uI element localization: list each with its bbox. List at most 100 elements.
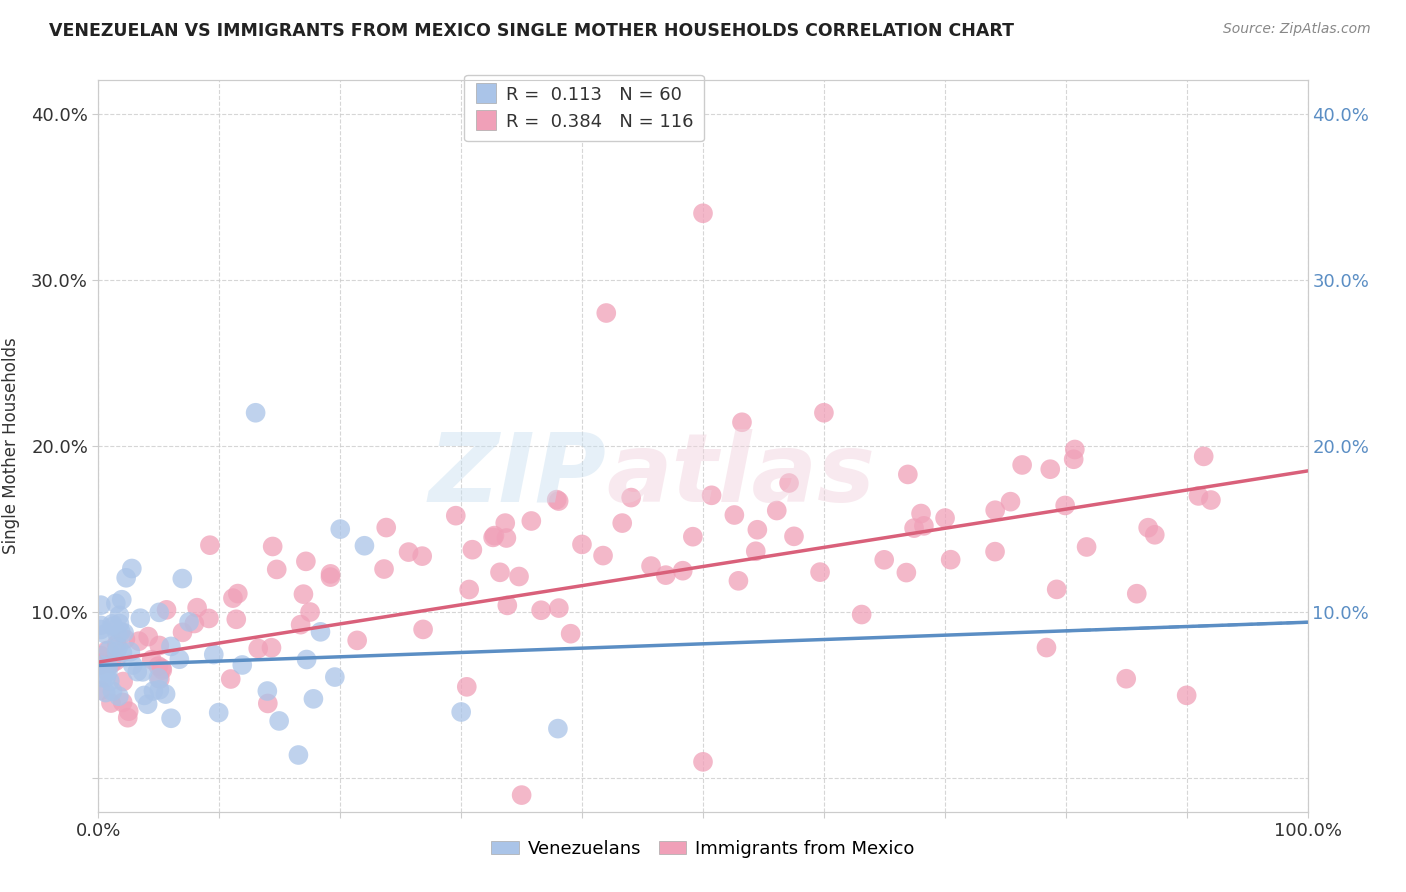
Point [269, 714, 291, 728]
Point [111, 695, 134, 709]
Point [353, 539, 375, 553]
Point [783, 529, 806, 543]
Point [299, 605, 322, 619]
Point [172, 572, 194, 586]
Point [808, 565, 831, 579]
Point [510, 788, 533, 802]
Point [620, 491, 643, 505]
Point [110, 624, 132, 639]
Point [105, 644, 128, 658]
Point [169, 652, 191, 666]
Point [412, 623, 434, 637]
Point [1063, 452, 1085, 467]
Point [160, 711, 183, 725]
Point [1000, 494, 1022, 508]
Point [723, 508, 745, 522]
Point [411, 549, 433, 563]
Point [295, 652, 318, 666]
Point [484, 528, 506, 542]
Point [136, 698, 159, 712]
Point [456, 680, 478, 694]
Point [873, 553, 896, 567]
Point [97, 659, 120, 673]
Point [1192, 450, 1215, 464]
Point [186, 600, 208, 615]
Point [115, 571, 138, 585]
Point [373, 562, 395, 576]
Point [444, 508, 467, 523]
Y-axis label: Single Mother Households: Single Mother Households [1, 338, 20, 554]
Point [155, 603, 177, 617]
Point [121, 561, 143, 575]
Point [508, 569, 530, 583]
Point [136, 630, 159, 644]
Point [346, 633, 368, 648]
Point [1039, 462, 1062, 476]
Point [612, 516, 634, 530]
Point [141, 652, 163, 666]
Point [148, 659, 170, 673]
Point [148, 671, 170, 685]
Point [287, 747, 309, 762]
Point [934, 511, 956, 525]
Point [222, 591, 245, 606]
Point [91, 657, 114, 671]
Point [672, 564, 695, 578]
Point [114, 632, 136, 647]
Point [292, 587, 315, 601]
Point [121, 658, 143, 673]
Point [560, 626, 582, 640]
Point [226, 586, 249, 600]
Point [727, 574, 749, 588]
Text: ZIP: ZIP [429, 429, 606, 522]
Point [1143, 528, 1166, 542]
Point [595, 306, 617, 320]
Point [112, 625, 135, 640]
Point [1054, 499, 1077, 513]
Point [150, 663, 173, 677]
Point [104, 596, 127, 610]
Point [984, 503, 1007, 517]
Text: Source: ZipAtlas.com: Source: ZipAtlas.com [1223, 22, 1371, 37]
Point [655, 568, 678, 582]
Point [108, 608, 131, 623]
Text: atlas: atlas [606, 429, 876, 522]
Point [111, 646, 134, 660]
Point [208, 706, 231, 720]
Point [897, 467, 920, 482]
Point [198, 611, 221, 625]
Point [1011, 458, 1033, 472]
Point [309, 624, 332, 639]
Point [700, 488, 723, 502]
Point [104, 654, 127, 668]
Point [96, 670, 118, 684]
Point [1063, 442, 1085, 457]
Point [107, 627, 129, 641]
Point [910, 507, 932, 521]
Point [1187, 489, 1209, 503]
Point [91, 671, 114, 685]
Point [90, 683, 112, 698]
Point [117, 711, 139, 725]
Point [295, 554, 318, 568]
Point [319, 566, 342, 581]
Point [546, 492, 568, 507]
Point [108, 616, 131, 631]
Point [202, 648, 225, 662]
Point [302, 691, 325, 706]
Point [90, 648, 112, 663]
Point [90, 618, 112, 632]
Point [319, 570, 342, 584]
Point [266, 562, 288, 576]
Point [98, 673, 121, 688]
Point [247, 641, 270, 656]
Point [101, 619, 124, 633]
Point [329, 522, 352, 536]
Point [547, 494, 569, 508]
Point [148, 639, 170, 653]
Point [375, 520, 398, 534]
Point [896, 566, 918, 580]
Point [813, 406, 835, 420]
Point [127, 665, 149, 679]
Point [118, 704, 141, 718]
